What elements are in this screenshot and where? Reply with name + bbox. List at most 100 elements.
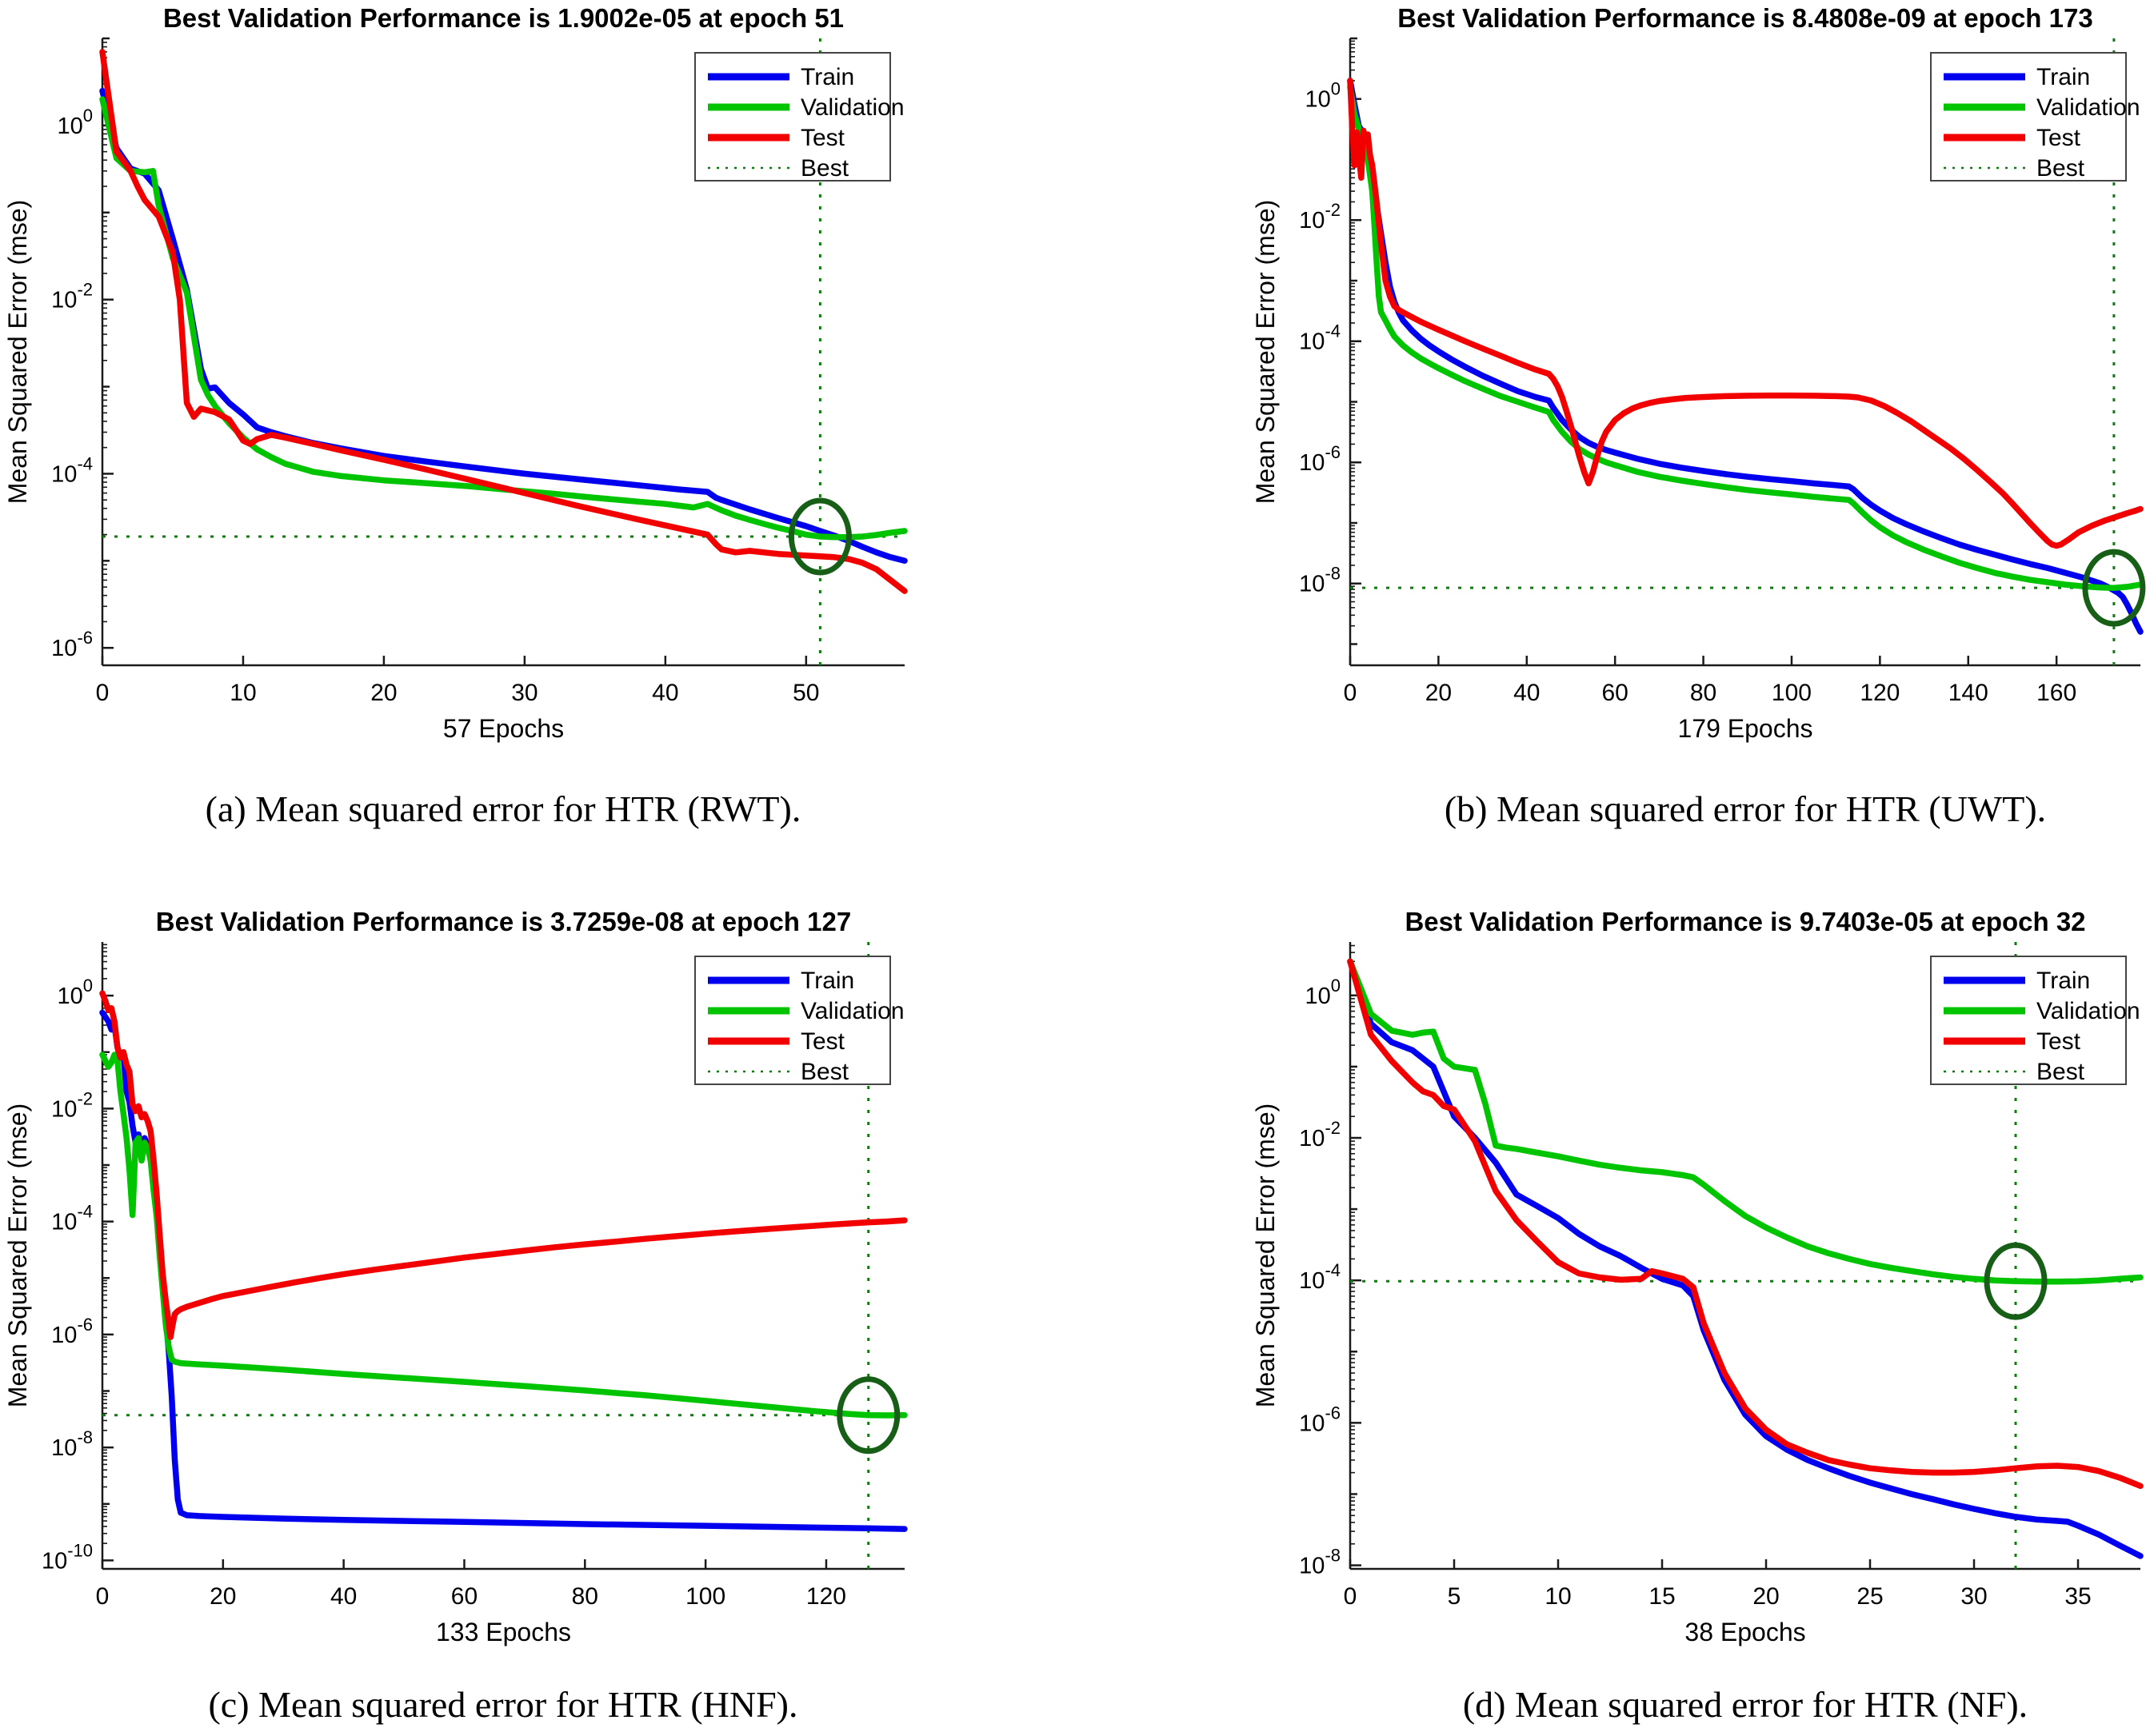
x-tick-label: 140	[1948, 680, 1988, 706]
legend: Train Validation Test Best	[1930, 956, 2140, 1085]
x-tick-label: 60	[451, 1583, 478, 1610]
y-tick-label: 10-8	[1299, 564, 1341, 597]
x-tick-label: 20	[1752, 1583, 1779, 1610]
x-tick-label: 100	[1772, 680, 1812, 706]
x-tick-label: 20	[370, 680, 397, 706]
x-tick-label: 20	[210, 1583, 236, 1610]
best-marker-circle	[837, 1376, 901, 1455]
axes	[1349, 37, 2140, 667]
series-test-line	[1347, 78, 2144, 549]
series-train-line	[99, 1009, 908, 1532]
y-tick-label: 10-6	[51, 628, 93, 661]
series-test-line	[1347, 958, 2144, 1490]
caption-c: (c) Mean squared error for HTR (HNF).	[208, 1684, 798, 1725]
caption-b: (b) Mean squared error for HTR (UWT).	[1444, 788, 2047, 829]
series-validation-line	[99, 1052, 908, 1419]
x-tick-label: 0	[1344, 1583, 1357, 1610]
x-tick-label: 40	[1513, 680, 1540, 706]
y-tick-label: 10-4	[1299, 1260, 1341, 1294]
legend-label-train: Train	[801, 64, 854, 90]
y-tick-label: 10-6	[1299, 1403, 1341, 1436]
y-tick-label: 10-4	[51, 1202, 93, 1235]
best-crosshair	[1350, 942, 2140, 1569]
y-tick-label: 10-2	[51, 1088, 93, 1122]
y-axis-label: Mean Squared Error (mse)	[3, 1103, 32, 1408]
y-tick-label: 10-2	[1299, 1118, 1341, 1151]
best-marker-circle	[788, 497, 852, 576]
y-tick-label: 10-10	[42, 1540, 93, 1574]
x-tick-label: 10	[230, 680, 256, 706]
x-tick-label: 60	[1601, 680, 1628, 706]
y-axis-label: Mean Squared Error (mse)	[1251, 1103, 1280, 1408]
y-tick-label: 100	[1305, 976, 1341, 1009]
y-tick-label: 10-6	[51, 1315, 93, 1348]
x-axis-label: 133 Epochs	[436, 1618, 571, 1646]
chart-panel-b: 100 10-2 10-4 10-6 10-8 0 20 40 60 80 100 120 140 160…	[1251, 3, 2146, 743]
legend-label-best: Best	[801, 155, 849, 182]
legend-label-test: Test	[801, 1028, 845, 1055]
legend-label-best: Best	[801, 1059, 849, 1085]
series-validation-line	[99, 96, 908, 541]
x-tick-label: 100	[685, 1583, 725, 1610]
chart-panel-d: 100 10-2 10-4 10-6 10-80 5 10 15 20 25 30 35 Best Va…	[1251, 907, 2144, 1646]
best-marker-circle	[1984, 1242, 2048, 1320]
legend: Train Validation Test Best	[1930, 52, 2140, 182]
x-tick-label: 120	[806, 1583, 846, 1610]
chart-title: Best Validation Performance is 8.4808e-0…	[1397, 3, 2092, 33]
x-tick-label: 80	[572, 1583, 598, 1610]
best-crosshair	[102, 942, 905, 1569]
y-tick-label: 10-2	[51, 280, 93, 313]
series-train-line	[1347, 958, 2144, 1559]
y-tick-label: 100	[57, 976, 93, 1009]
chart-panel-a: 100 10-2 10-4 10-60 10 20 30 40 50 Best Validatio…	[3, 3, 908, 743]
x-tick-label: 15	[1648, 1583, 1675, 1610]
x-axis-label: 38 Epochs	[1684, 1618, 1805, 1646]
legend-label-validation: Validation	[801, 998, 905, 1024]
y-tick-label: 10-4	[1299, 321, 1341, 355]
x-tick-label: 10	[1545, 1583, 1571, 1610]
caption-a: (a) Mean squared error for HTR (RWT).	[205, 788, 801, 829]
y-tick-label: 10-8	[1299, 1546, 1341, 1579]
legend-label-best: Best	[2036, 155, 2085, 182]
y-tick-label: 10-6	[1299, 442, 1341, 476]
legend-label-test: Test	[2036, 1028, 2081, 1055]
legend-label-test: Test	[801, 125, 845, 151]
y-tick-label: 100	[1305, 79, 1341, 113]
axes	[1349, 942, 2140, 1570]
x-tick-label: 40	[652, 680, 678, 706]
y-tick-label: 100	[57, 106, 93, 139]
x-tick-label: 0	[96, 1583, 110, 1610]
x-tick-label: 30	[511, 680, 538, 706]
legend-label-train: Train	[801, 968, 854, 994]
series-test-line	[99, 49, 908, 594]
legend-label-best: Best	[2036, 1059, 2085, 1085]
chart-title: Best Validation Performance is 3.7259e-0…	[156, 907, 851, 936]
x-tick-label: 80	[1690, 680, 1716, 706]
axes	[101, 37, 905, 667]
x-tick-label: 40	[330, 1583, 357, 1610]
best-crosshair	[1350, 38, 2140, 665]
x-tick-label: 0	[96, 680, 110, 706]
x-tick-label: 0	[1344, 680, 1357, 706]
best-crosshair	[102, 38, 905, 665]
x-tick-label: 30	[1960, 1583, 1987, 1610]
y-tick-label: 10-2	[1299, 200, 1341, 233]
legend-label-validation: Validation	[2036, 94, 2140, 121]
legend-label-train: Train	[2036, 968, 2090, 994]
series-test-line	[99, 990, 908, 1340]
x-tick-label: 25	[1856, 1583, 1883, 1610]
legend-label-validation: Validation	[801, 94, 905, 121]
legend-label-train: Train	[2036, 64, 2090, 90]
x-axis-label: 57 Epochs	[443, 714, 564, 743]
y-axis-label: Mean Squared Error (mse)	[3, 200, 32, 505]
chart-panel-c: 100 10-2 10-4 10-6 10-8 10-100 20 40 60 80 100 120 B…	[3, 907, 908, 1646]
x-axis-label: 179 Epochs	[1677, 714, 1812, 743]
y-tick-label: 10-4	[51, 453, 93, 487]
x-tick-label: 120	[1860, 680, 1900, 706]
legend-label-test: Test	[2036, 125, 2081, 151]
legend: Train Validation Test Best	[694, 52, 905, 182]
best-marker-circle	[2082, 549, 2146, 627]
x-tick-label: 35	[2064, 1583, 2091, 1610]
chart-title: Best Validation Performance is 9.7403e-0…	[1405, 907, 2085, 936]
